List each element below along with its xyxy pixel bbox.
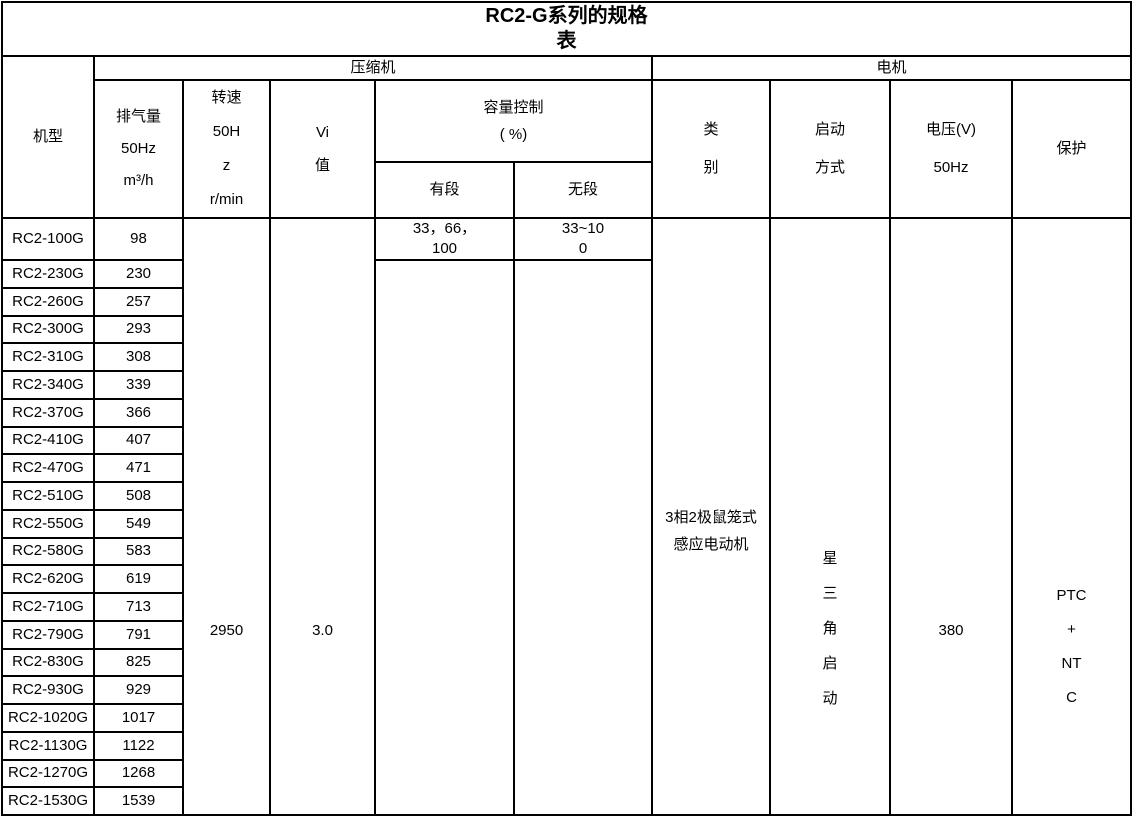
- title-line-1: RC2-G系列的规格: [485, 5, 648, 27]
- table-row: RC2-580G 583: [1, 536, 1131, 567]
- header-capacity-control: 容量控制 ( %): [374, 78, 653, 164]
- header-protection: 保护: [1011, 79, 1132, 219]
- model-cell: RC2-260G: [1, 286, 95, 317]
- displacement-cell: 549: [93, 508, 184, 539]
- table-row: RC2-1020G 1017: [1, 703, 1131, 733]
- displacement-cell: 257: [93, 286, 184, 317]
- vi-value-cell: 3.0: [269, 217, 376, 816]
- model-cell: RC2-100G: [1, 217, 95, 261]
- table-row: RC2-550G 549: [1, 508, 1131, 539]
- table-row: RC2-1130G 1122: [1, 730, 1131, 761]
- displacement-cell: 825: [93, 647, 184, 678]
- header-voltage: 电压(V) 50Hz: [889, 79, 1013, 219]
- speed-value-cell: 2950: [182, 217, 271, 816]
- model-cell: RC2-300G: [1, 314, 95, 345]
- displacement-cell: 407: [93, 425, 184, 456]
- table-row: RC2-260G 257: [1, 286, 1131, 317]
- protection-cell: PTC + NT C: [1011, 217, 1132, 816]
- displacement-cell: 619: [93, 564, 184, 594]
- table-row: RC2-370G 366: [1, 397, 1131, 428]
- model-cell: RC2-470G: [1, 453, 95, 483]
- table-row: RC2-790G 791: [1, 619, 1131, 650]
- displacement-cell: 308: [93, 342, 184, 372]
- displacement-cell: 1268: [93, 758, 184, 789]
- header-displacement: 排气量 50Hz m³/h: [93, 79, 184, 219]
- displacement-cell: 791: [93, 619, 184, 650]
- table-row: RC2-300G 293: [1, 314, 1131, 345]
- model-cell: RC2-710G: [1, 592, 95, 622]
- table-row: RC2-710G 713: [1, 592, 1131, 622]
- displacement-cell: 713: [93, 592, 184, 622]
- table-row: RC2-930G 929: [1, 675, 1131, 705]
- table-row: RC2-620G 619: [1, 564, 1131, 594]
- model-cell: RC2-230G: [1, 259, 95, 289]
- displacement-cell: 293: [93, 314, 184, 345]
- model-cell: RC2-1530G: [1, 786, 95, 816]
- table-row: RC2-230G 230: [1, 259, 1131, 816]
- header-vi: Vi 值: [269, 79, 376, 219]
- table-title: RC2-G系列的规格 表: [1, 1, 1132, 57]
- table-row: RC2-310G 308: [1, 342, 1131, 372]
- table-row: RC2-340G 339: [1, 370, 1131, 400]
- header-start-mode: 启动 方式: [769, 79, 891, 219]
- voltage-value-cell: 380: [889, 217, 1013, 816]
- group-compressor: 压缩机: [93, 55, 653, 81]
- model-cell: RC2-580G: [1, 536, 95, 567]
- stepless-capacity-cell: 33~10 0: [513, 217, 653, 261]
- model-cell: RC2-310G: [1, 342, 95, 372]
- model-cell: RC2-1270G: [1, 758, 95, 789]
- stepped-empty-cell: [374, 259, 515, 816]
- header-motor-type: 类 别: [651, 79, 771, 219]
- model-cell: RC2-370G: [1, 397, 95, 428]
- model-cell: RC2-550G: [1, 508, 95, 539]
- model-cell: RC2-340G: [1, 370, 95, 400]
- displacement-cell: 583: [93, 536, 184, 567]
- model-cell: RC2-1130G: [1, 730, 95, 761]
- title-line-2: 表: [556, 30, 577, 52]
- displacement-cell: 339: [93, 370, 184, 400]
- table-row: RC2-830G 825: [1, 647, 1131, 678]
- model-cell: RC2-830G: [1, 647, 95, 678]
- header-stepped: 有段: [374, 161, 515, 219]
- displacement-cell: 230: [93, 259, 184, 289]
- group-motor: 电机: [651, 55, 1132, 81]
- displacement-cell: 98: [93, 217, 184, 261]
- model-cell: RC2-790G: [1, 619, 95, 650]
- displacement-cell: 1122: [93, 730, 184, 761]
- model-cell: RC2-930G: [1, 675, 95, 705]
- header-speed: 转速 50H z r/min: [182, 79, 271, 219]
- model-cell: RC2-1020G: [1, 703, 95, 733]
- table-row: RC2-470G 471: [1, 453, 1131, 483]
- start-mode-cell: 星 三 角 启 动: [769, 217, 891, 816]
- capacity-subheader-row: 有段 无段: [2, 161, 1131, 219]
- model-cell: RC2-510G: [1, 481, 95, 511]
- displacement-cell: 1017: [93, 703, 184, 733]
- header-model: 机型: [1, 55, 95, 219]
- stepless-empty-cell: [513, 259, 653, 816]
- model-cell: RC2-410G: [1, 425, 95, 456]
- table-row: RC2-510G 508: [1, 481, 1131, 511]
- column-header-row: 排气量 50Hz m³/h 转速 50H z r/min Vi 值 容量控制 (…: [2, 78, 1132, 219]
- stepped-capacity-cell: 33，66， 100: [374, 217, 515, 261]
- table-row: RC2-1270G 1268: [1, 758, 1131, 789]
- group-header-row: 机型 压缩机 电机: [1, 55, 1132, 219]
- motor-type-cell: 3相2极鼠笼式 感应电动机: [651, 217, 771, 816]
- header-stepless: 无段: [513, 161, 653, 219]
- displacement-cell: 1539: [93, 786, 184, 816]
- displacement-cell: 929: [93, 675, 184, 705]
- displacement-cell: 508: [93, 481, 184, 511]
- displacement-cell: 366: [93, 397, 184, 428]
- displacement-cell: 471: [93, 453, 184, 483]
- model-cell: RC2-620G: [1, 564, 95, 594]
- table-row: RC2-100G 98 2950 3.0 33，66， 100 33~10 0 …: [1, 217, 1132, 816]
- title-row: RC2-G系列的规格 表: [1, 1, 1132, 57]
- table-row: RC2-410G 407: [1, 425, 1131, 456]
- table-row: RC2-1530G 1539: [1, 786, 1131, 816]
